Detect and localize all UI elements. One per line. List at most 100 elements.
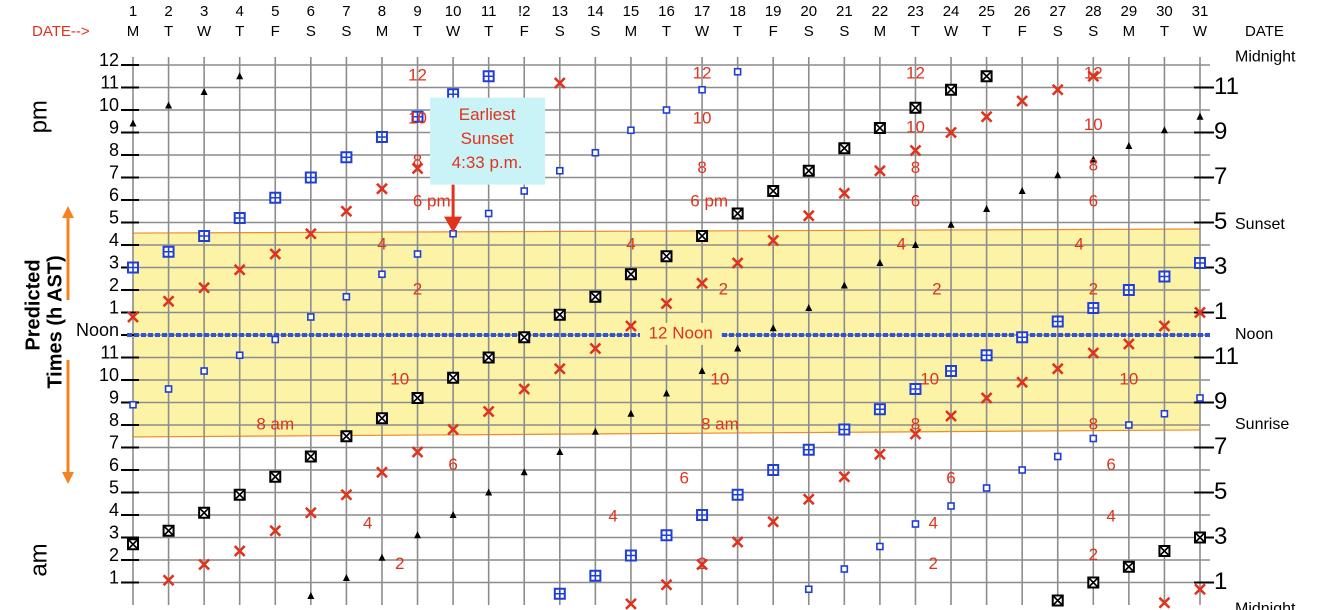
hour-annotation: 4: [929, 513, 938, 532]
square-marker: [1196, 394, 1204, 402]
hour-annotation: 8: [1089, 156, 1098, 175]
point: [734, 344, 742, 352]
point: [731, 207, 744, 220]
y-side-label: pm: [25, 100, 52, 133]
point: [482, 351, 495, 364]
cross-marker: [304, 227, 317, 240]
point: [485, 488, 493, 496]
x: [1052, 594, 1064, 607]
y-tick-label: 5: [109, 477, 119, 497]
weekday: T: [1160, 23, 1169, 40]
cross-marker: [482, 405, 495, 418]
right-label: Midnight: [1235, 48, 1296, 65]
cross-marker: [1158, 320, 1171, 332]
point: [660, 578, 673, 591]
cross-marker: [873, 164, 886, 177]
point: [627, 409, 635, 417]
y-tick-label: 3: [109, 522, 119, 542]
y-tick-label: 2: [109, 545, 119, 565]
point: [1051, 83, 1064, 96]
point: [660, 529, 673, 542]
weekday: W: [1193, 23, 1208, 40]
triangle-marker: [165, 101, 173, 109]
point: [696, 558, 708, 571]
point: [342, 574, 350, 581]
x: [127, 538, 139, 550]
point: [838, 470, 851, 483]
y-tick-label: 7: [109, 162, 119, 182]
cross-marker: [731, 257, 744, 269]
cross-marker: [518, 383, 531, 395]
square-marker: [662, 106, 671, 114]
point: [696, 277, 708, 290]
cross-marker: [198, 558, 211, 571]
point: [838, 423, 851, 436]
right-label: Sunrise: [1235, 416, 1289, 433]
day-number: 20: [800, 3, 817, 20]
point: [235, 351, 244, 360]
hour-annotation: 4: [363, 513, 372, 532]
point: [947, 502, 955, 510]
point: [1125, 421, 1133, 429]
square-marker: [164, 385, 173, 393]
x: [1158, 545, 1170, 557]
triangle-marker: [556, 448, 564, 455]
point: [873, 448, 886, 461]
point: [1122, 560, 1135, 573]
plus: [483, 71, 494, 82]
plus: [1017, 332, 1028, 343]
plus: [554, 588, 565, 599]
point: [269, 248, 282, 260]
y2-tick-label: 11: [1214, 343, 1239, 370]
weekday: M: [376, 23, 389, 40]
weekday: S: [555, 23, 565, 40]
point: [731, 488, 744, 501]
cross-marker: [767, 515, 780, 528]
triangle-marker: [734, 344, 742, 352]
hour-annotation: 4: [1106, 507, 1115, 526]
x: [376, 412, 388, 424]
y-tick-label: 9: [109, 117, 119, 137]
square-marker: [911, 520, 920, 528]
weekday: F: [769, 23, 778, 40]
plus: [341, 152, 352, 163]
weekday: T: [164, 23, 173, 40]
point: [447, 371, 460, 384]
cross-marker: [269, 248, 282, 260]
x: [625, 268, 637, 280]
day-number: 3: [200, 3, 208, 20]
y-tick-label: 12: [99, 50, 119, 70]
point: [1054, 171, 1062, 179]
plus: [1088, 303, 1099, 313]
point: [340, 205, 353, 218]
point: [378, 270, 386, 279]
point: [945, 83, 958, 96]
hour-annotation: 4: [626, 234, 635, 253]
weekday: T: [413, 23, 422, 40]
triangle-marker: [129, 119, 137, 127]
weekday: W: [446, 23, 461, 40]
y2-tick-label: 5: [1214, 478, 1227, 505]
cross-marker: [376, 466, 388, 479]
point: [269, 524, 282, 537]
hour-annotation: 2: [1089, 279, 1098, 298]
point: [1087, 347, 1100, 359]
point: [909, 101, 922, 114]
point: [876, 542, 884, 551]
point: [625, 597, 637, 610]
point: [520, 468, 528, 476]
point: [1016, 376, 1029, 389]
cross-marker: [589, 342, 602, 355]
hour-annotation: 8: [1089, 414, 1098, 433]
point: [411, 392, 424, 404]
point: [520, 187, 529, 195]
point: [198, 281, 211, 294]
square-marker: [698, 85, 706, 94]
cross-marker: [304, 506, 317, 519]
point: [127, 261, 139, 274]
point: [411, 110, 424, 123]
point: [411, 446, 424, 458]
cross-marker: [838, 187, 851, 200]
point: [945, 126, 957, 139]
cross-marker: [1087, 70, 1100, 83]
